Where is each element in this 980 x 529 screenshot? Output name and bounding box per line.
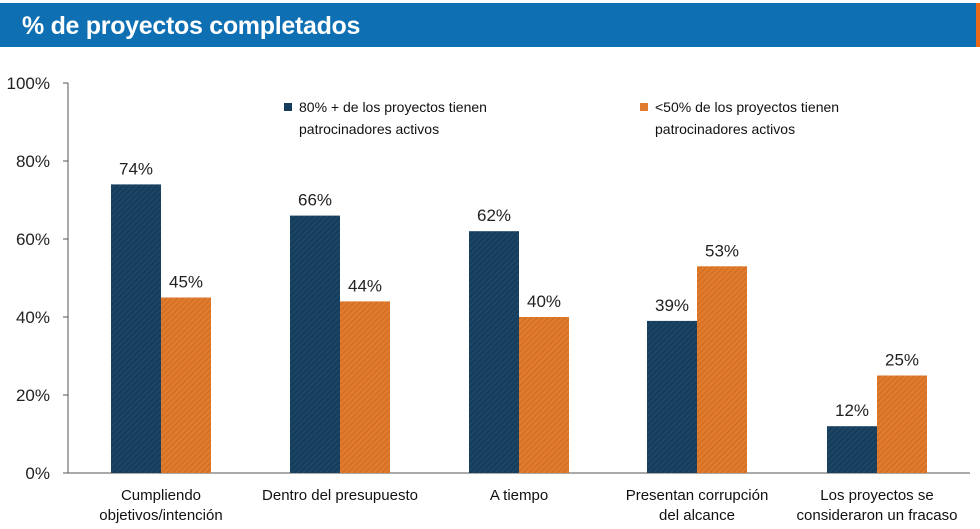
legend-label: <50% de los proyectos tienen (655, 99, 839, 115)
data-label: 62% (477, 206, 511, 225)
legend-swatch-series-1 (284, 103, 292, 111)
y-tick-label: 0% (25, 464, 50, 483)
legend-label: 80% + de los proyectos tienen (299, 99, 487, 115)
data-label: 53% (705, 241, 739, 260)
page-title: % de proyectos completados (22, 12, 361, 40)
category-label: A tiempo (490, 487, 548, 504)
category-label: objetivos/intención (99, 507, 222, 524)
bar-series-2 (697, 266, 747, 473)
header-bar: % de proyectos completados (0, 3, 980, 47)
category-label: Cumpliendo (121, 487, 201, 504)
bar-series-1 (290, 215, 340, 473)
header: % de proyectos completados (0, 0, 980, 50)
bar-series-2 (161, 297, 211, 473)
data-label: 45% (169, 273, 203, 292)
bar-series-2 (519, 317, 569, 473)
y-tick-label: 80% (16, 152, 50, 171)
legend-swatch-series-2 (640, 103, 648, 111)
legend-label: patrocinadores activos (299, 121, 439, 137)
bar-series-1 (469, 231, 519, 473)
y-tick-label: 20% (16, 386, 50, 405)
bar-series-1 (111, 184, 161, 473)
category-label: Presentan corrupción (626, 487, 769, 504)
data-label: 44% (348, 276, 382, 295)
data-label: 74% (119, 159, 153, 178)
category-label: Los proyectos se (820, 487, 933, 504)
bar-series-1 (827, 426, 877, 473)
y-tick-label: 60% (16, 230, 50, 249)
bar-series-1 (647, 320, 697, 473)
data-label: 25% (885, 351, 919, 370)
bar-series-2 (340, 301, 390, 473)
data-label: 39% (655, 296, 689, 315)
category-label: del alcance (659, 507, 735, 524)
y-tick-label: 40% (16, 308, 50, 327)
data-label: 66% (298, 191, 332, 210)
legend-label: patrocinadores activos (655, 121, 795, 137)
data-label: 40% (527, 292, 561, 311)
category-label: Dentro del presupuesto (262, 487, 418, 504)
data-label: 12% (835, 401, 869, 420)
y-tick-label: 100% (7, 74, 50, 93)
bar-series-2 (877, 375, 927, 473)
category-label: consideraron un fracaso (797, 507, 958, 524)
